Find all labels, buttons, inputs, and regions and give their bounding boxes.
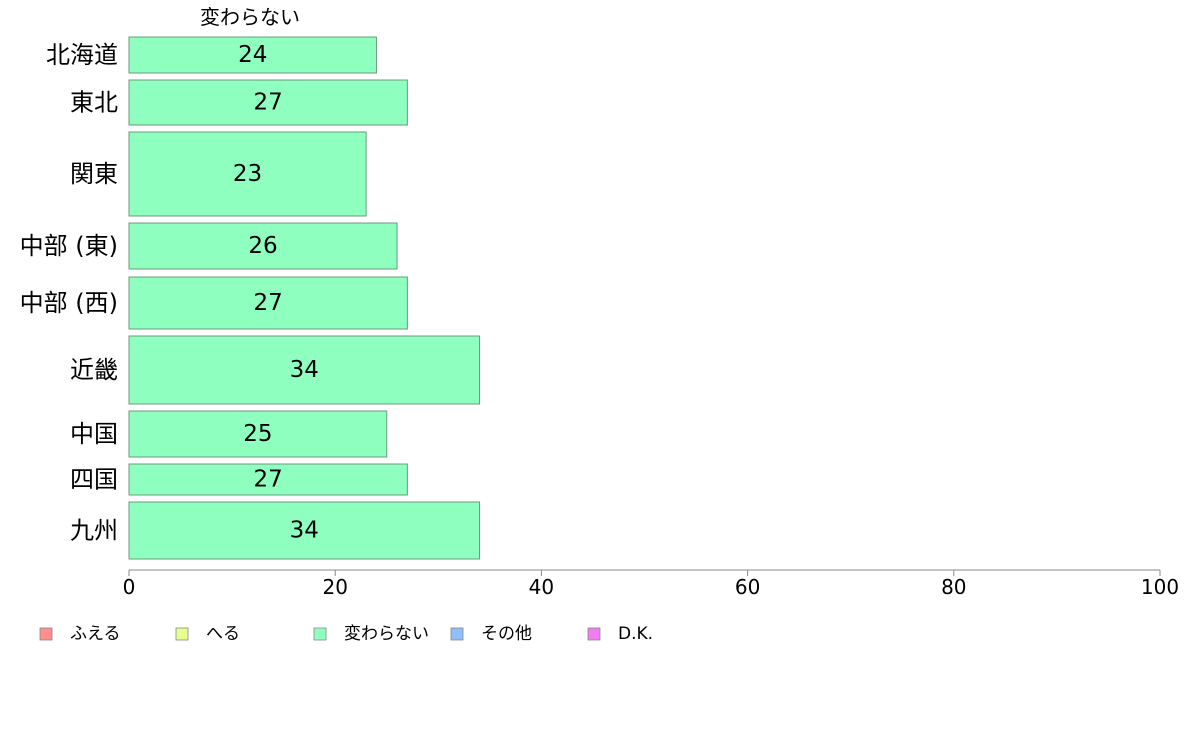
category-label: 四国	[70, 466, 118, 494]
bar-value-label: 23	[233, 161, 262, 187]
bar-4	[128, 222, 398, 270]
legend: ふえる へる 変わらない その他 D.K.	[39, 624, 653, 644]
x-tick-label: 80	[941, 575, 966, 599]
legend-label: その他	[481, 624, 532, 644]
category-label: 中部 (東)	[20, 232, 118, 260]
x-tick-label: 60	[735, 575, 760, 599]
bar-7	[128, 410, 388, 458]
column-header: 変わらない	[200, 5, 300, 29]
bar-8	[128, 463, 408, 496]
bar-1	[128, 36, 377, 74]
bar-value-label: 24	[238, 42, 267, 68]
bar-value-label: 34	[290, 357, 319, 383]
x-tick-label: 20	[322, 575, 347, 599]
x-tick-label: 40	[529, 575, 554, 599]
bar-value-label: 27	[254, 290, 283, 316]
bar-value-label: 26	[248, 233, 277, 259]
bar-value-label: 25	[243, 421, 272, 447]
category-label: 北海道	[46, 41, 118, 69]
legend-swatch	[313, 627, 327, 641]
category-label: 中部 (西)	[20, 289, 118, 317]
bar-2	[128, 79, 408, 126]
legend-swatch	[450, 627, 464, 641]
x-tick-label: 100	[1141, 575, 1179, 599]
bars-group: 24 北海道 27 東北 23 関東 26 中部 (東) 27 中部 (西) 34 近畿 25 中国 27 四…	[20, 36, 481, 560]
bar-6	[128, 335, 481, 405]
bar-value-label: 27	[254, 90, 283, 116]
bar-9	[128, 501, 481, 560]
x-axis: 0 20 40 60 80 100	[123, 569, 1179, 599]
category-label: 東北	[70, 89, 118, 117]
category-label: 中国	[70, 420, 118, 448]
bar-3	[128, 131, 367, 217]
category-label: 近畿	[70, 356, 118, 384]
legend-label: へる	[206, 624, 240, 644]
bar-value-label: 27	[254, 467, 283, 493]
legend-swatch	[587, 627, 601, 641]
category-label: 関東	[70, 160, 118, 188]
category-label: 九州	[70, 517, 118, 545]
legend-label: D.K.	[618, 624, 653, 644]
legend-swatch	[39, 627, 53, 641]
bar-value-label: 34	[290, 518, 319, 544]
legend-label: 変わらない	[344, 624, 429, 644]
x-tick-label: 0	[123, 575, 136, 599]
legend-swatch	[175, 627, 189, 641]
bar-5	[128, 276, 408, 330]
legend-label: ふえる	[70, 624, 121, 644]
